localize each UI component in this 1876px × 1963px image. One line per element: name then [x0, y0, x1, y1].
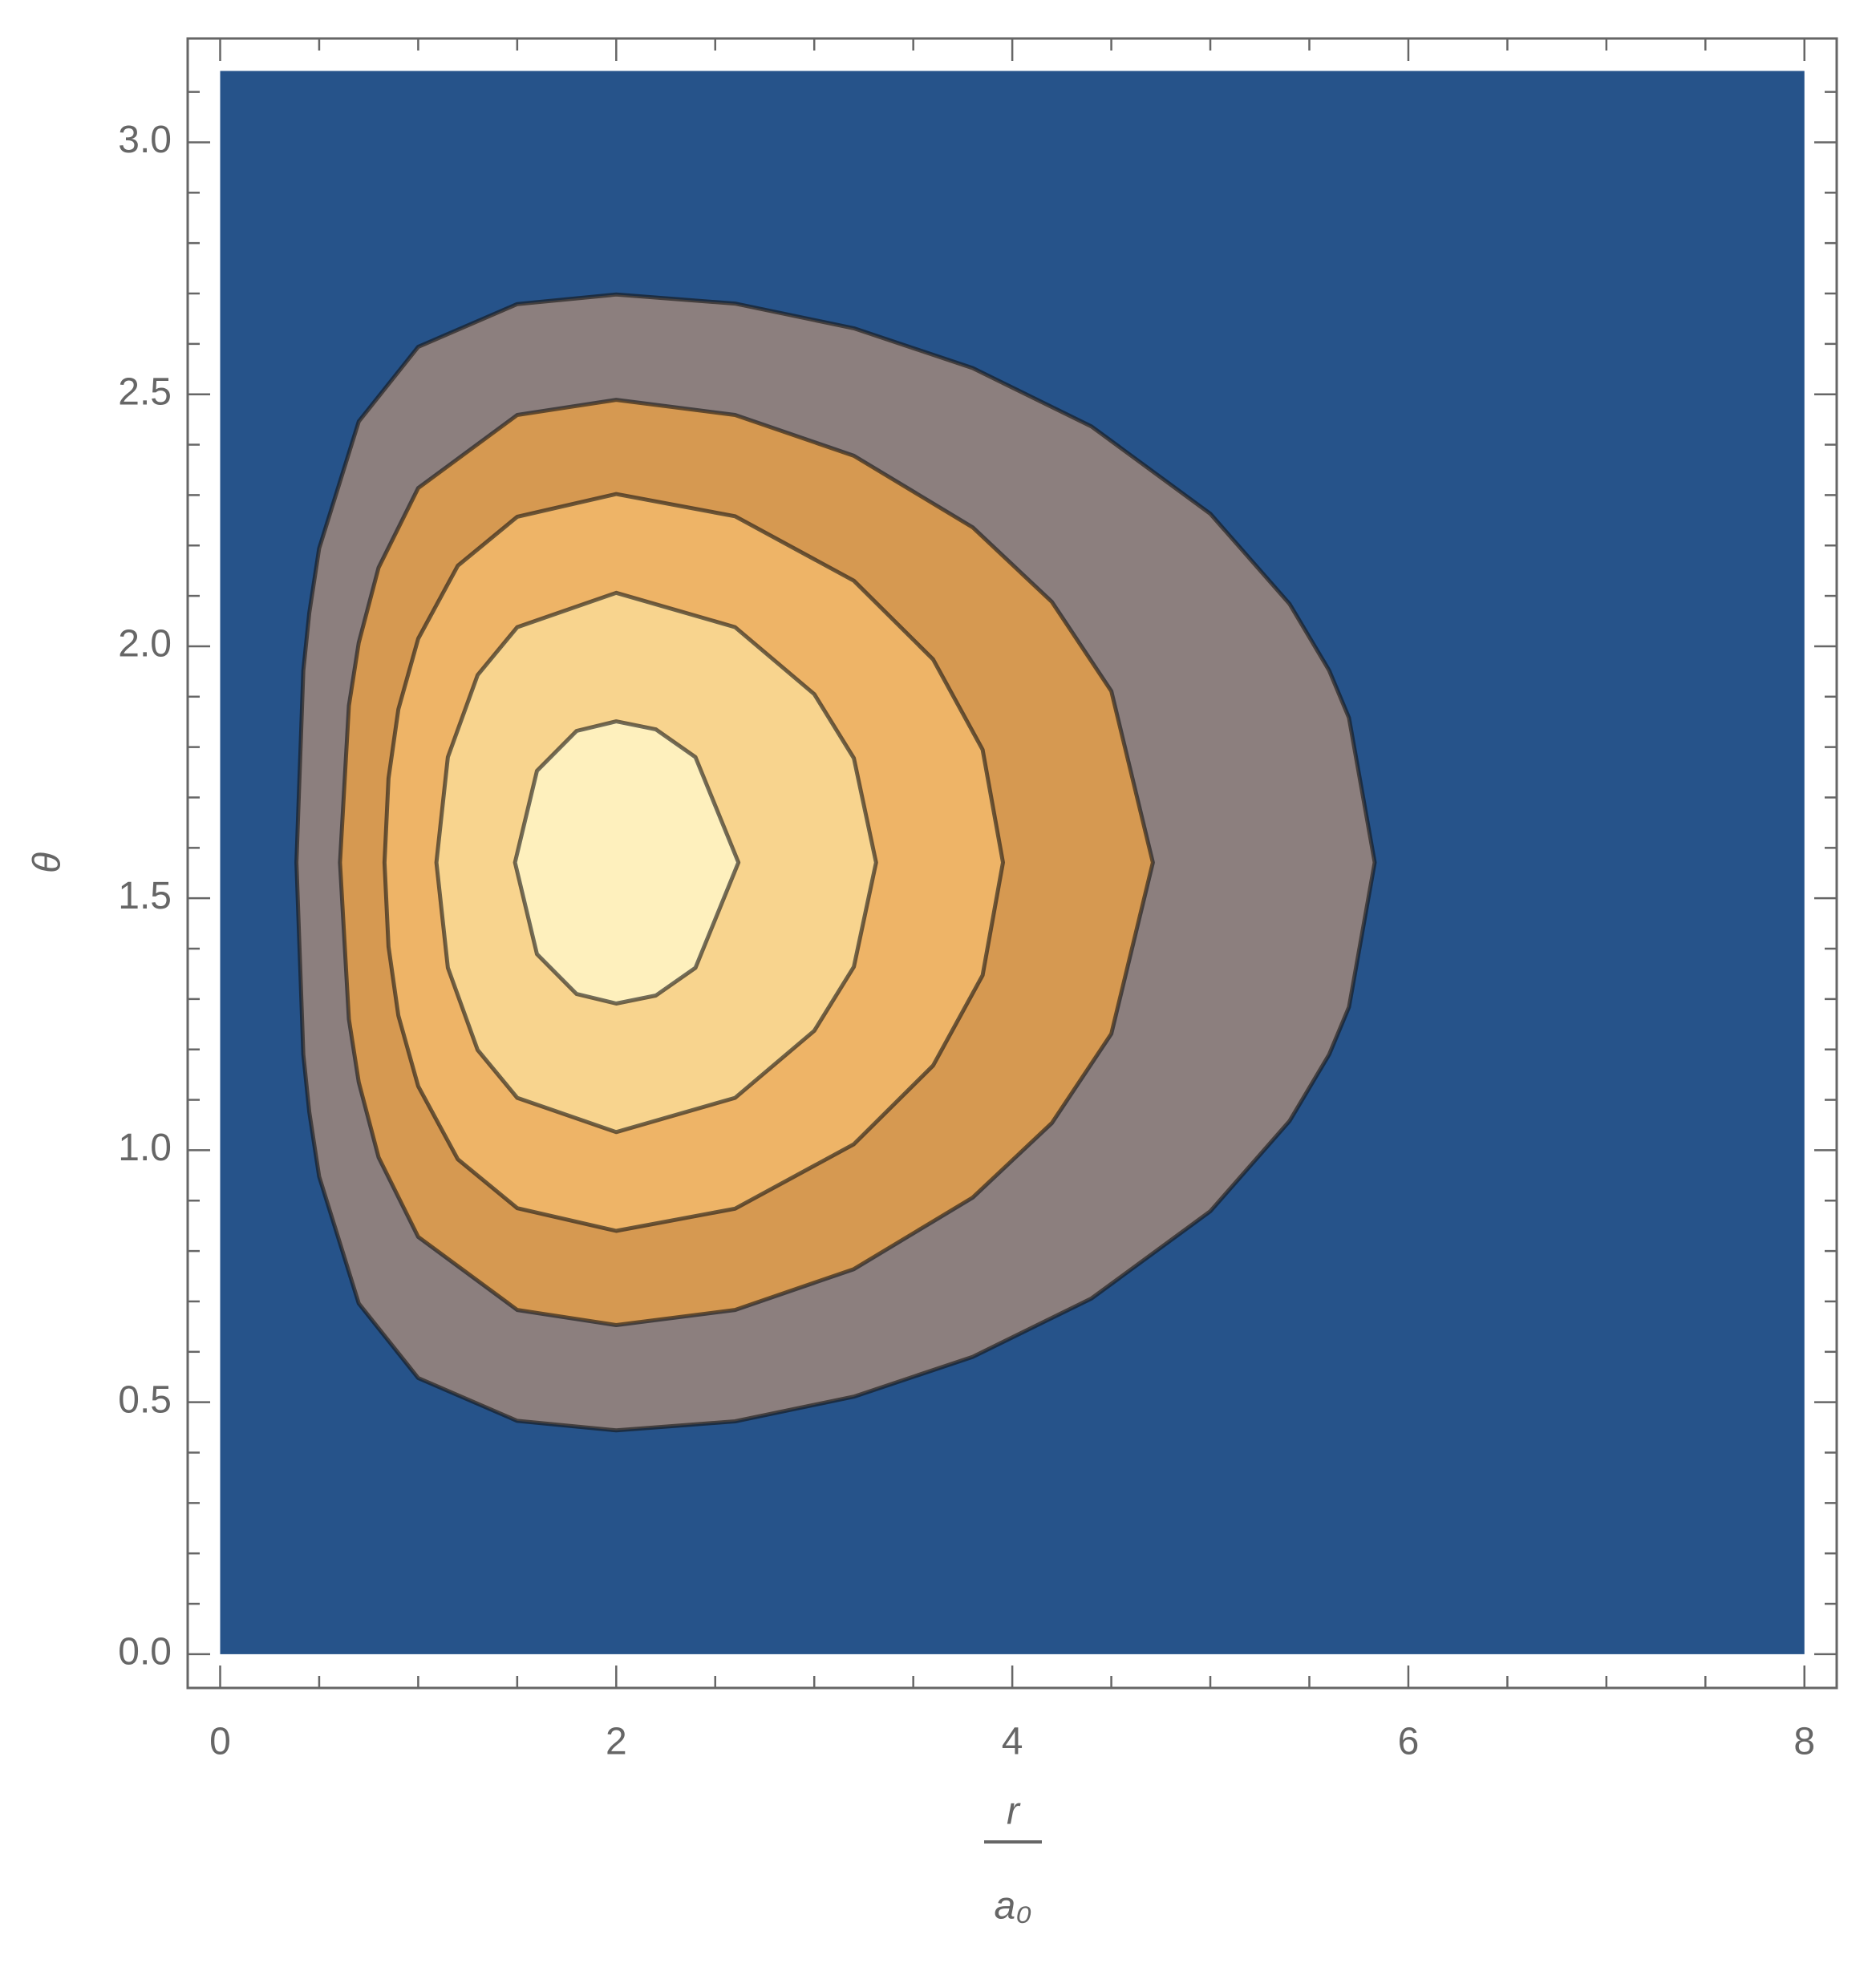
- y-axis-label: θ: [26, 852, 69, 873]
- x-tick-label: 8: [1793, 1721, 1815, 1763]
- y-tick-label: 3.0: [118, 119, 172, 161]
- x-tick-label: 4: [1002, 1721, 1023, 1763]
- y-tick-label: 0.0: [118, 1631, 172, 1674]
- x-tick-label: 0: [209, 1721, 231, 1763]
- y-tick-label: 2.5: [118, 370, 172, 413]
- y-tick-label: 1.5: [118, 875, 172, 917]
- y-tick-label: 1.0: [118, 1127, 172, 1169]
- x-tick-label: 2: [606, 1721, 627, 1763]
- y-tick-label: 2.0: [118, 623, 172, 666]
- y-tick-label: 0.5: [118, 1378, 172, 1421]
- x-tick-label: 6: [1398, 1721, 1420, 1763]
- contour-region: [513, 719, 741, 1006]
- x-axis-label-denominator: a₀: [995, 1885, 1032, 1928]
- x-axis-label-numerator: r: [1007, 1791, 1021, 1833]
